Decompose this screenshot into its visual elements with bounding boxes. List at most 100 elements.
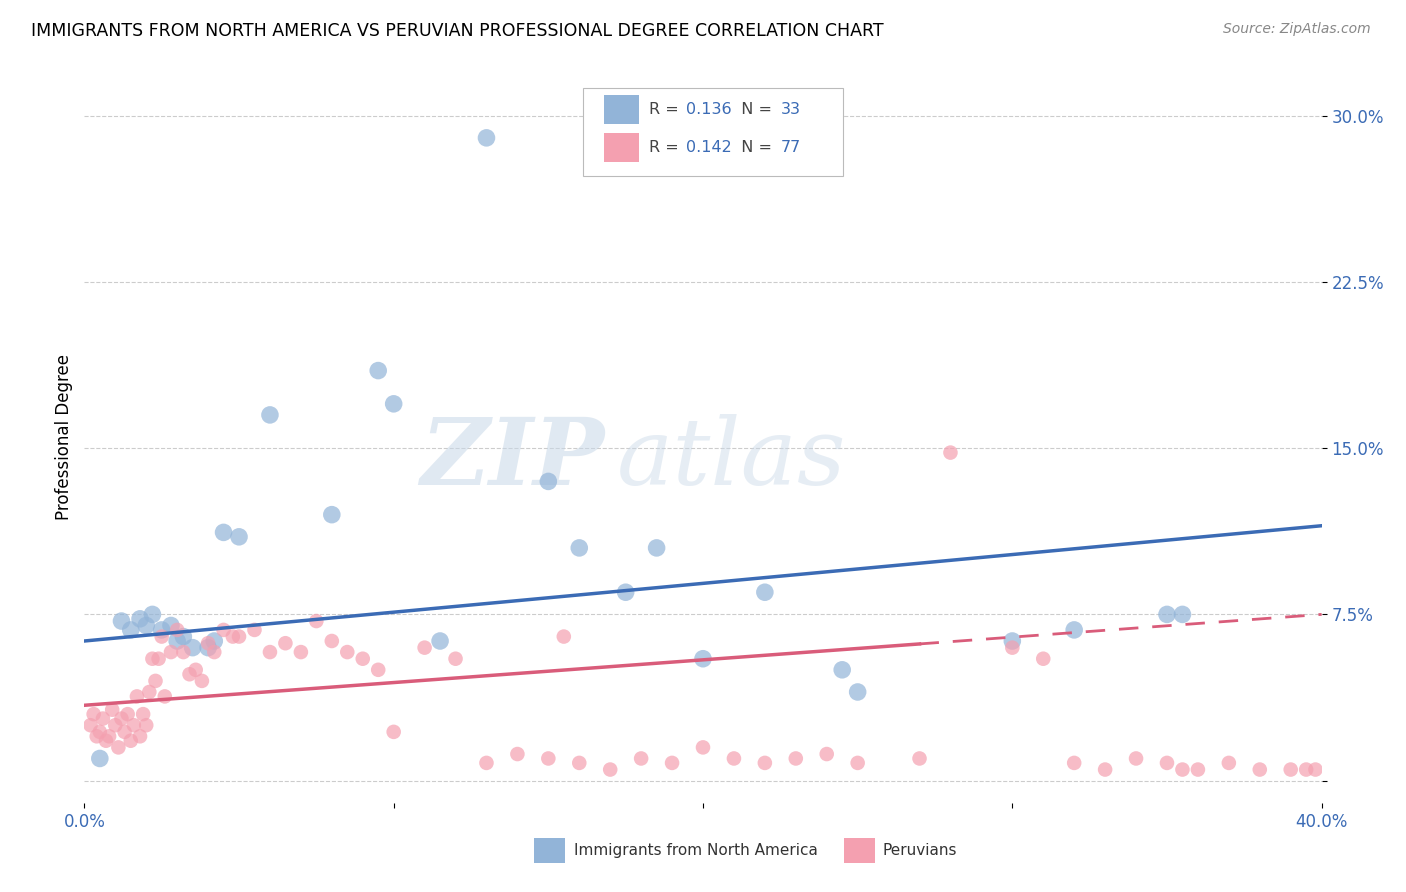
Point bbox=[89, 724, 111, 739]
Point bbox=[1094, 763, 1116, 777]
Point bbox=[846, 756, 869, 770]
Point bbox=[1295, 763, 1317, 777]
Point bbox=[110, 712, 132, 726]
Text: Peruvians: Peruvians bbox=[883, 843, 957, 857]
Point bbox=[908, 751, 931, 765]
Point bbox=[723, 751, 745, 765]
Point bbox=[228, 630, 250, 644]
Point bbox=[202, 634, 225, 648]
Point bbox=[1279, 763, 1302, 777]
Point bbox=[212, 525, 235, 540]
Point bbox=[1063, 623, 1085, 637]
Point bbox=[122, 718, 145, 732]
Point bbox=[135, 618, 157, 632]
Point bbox=[212, 623, 235, 637]
Text: R =: R = bbox=[648, 102, 683, 117]
Point bbox=[692, 651, 714, 665]
Text: R =: R = bbox=[648, 140, 683, 155]
Point bbox=[1156, 756, 1178, 770]
Y-axis label: Professional Degree: Professional Degree bbox=[55, 354, 73, 520]
Point bbox=[692, 740, 714, 755]
Point bbox=[321, 634, 343, 648]
Point bbox=[413, 640, 436, 655]
Text: Immigrants from North America: Immigrants from North America bbox=[574, 843, 817, 857]
Text: N =: N = bbox=[731, 102, 778, 117]
Point bbox=[1001, 640, 1024, 655]
Point bbox=[553, 630, 575, 644]
Point bbox=[138, 685, 160, 699]
Text: IMMIGRANTS FROM NORTH AMERICA VS PERUVIAN PROFESSIONAL DEGREE CORRELATION CHART: IMMIGRANTS FROM NORTH AMERICA VS PERUVIA… bbox=[31, 22, 883, 40]
Point bbox=[228, 530, 250, 544]
Point bbox=[86, 729, 108, 743]
Point bbox=[259, 408, 281, 422]
Point bbox=[135, 718, 157, 732]
Point bbox=[104, 718, 127, 732]
Point bbox=[98, 729, 121, 743]
Point bbox=[382, 724, 405, 739]
Point bbox=[101, 703, 124, 717]
Bar bbox=[605, 95, 638, 124]
Point bbox=[120, 623, 142, 637]
Point bbox=[630, 751, 652, 765]
Point bbox=[475, 756, 498, 770]
Point bbox=[222, 630, 245, 644]
Point bbox=[506, 747, 529, 761]
Point bbox=[367, 363, 389, 377]
Point bbox=[114, 724, 136, 739]
Point bbox=[148, 651, 170, 665]
Text: ZIP: ZIP bbox=[420, 414, 605, 504]
Point bbox=[568, 541, 591, 555]
Point bbox=[754, 756, 776, 770]
Point bbox=[141, 607, 163, 622]
Text: Source: ZipAtlas.com: Source: ZipAtlas.com bbox=[1223, 22, 1371, 37]
Text: 77: 77 bbox=[780, 140, 801, 155]
Point bbox=[132, 707, 155, 722]
Point bbox=[537, 751, 560, 765]
Point bbox=[150, 630, 173, 644]
Point bbox=[153, 690, 176, 704]
Point bbox=[120, 733, 142, 747]
Point bbox=[305, 614, 328, 628]
Point bbox=[141, 651, 163, 665]
Point bbox=[290, 645, 312, 659]
Point bbox=[129, 729, 152, 743]
Point bbox=[202, 645, 225, 659]
Point bbox=[537, 475, 560, 489]
Text: 0.136: 0.136 bbox=[686, 102, 731, 117]
Point bbox=[172, 645, 194, 659]
Point bbox=[1171, 607, 1194, 622]
Point bbox=[1305, 763, 1327, 777]
Point bbox=[645, 541, 668, 555]
Point bbox=[1063, 756, 1085, 770]
Point bbox=[336, 645, 359, 659]
Point bbox=[1218, 756, 1240, 770]
Point bbox=[150, 623, 173, 637]
Point bbox=[259, 645, 281, 659]
Point bbox=[179, 667, 201, 681]
Point bbox=[129, 612, 152, 626]
Point bbox=[117, 707, 139, 722]
Point bbox=[1001, 634, 1024, 648]
Point bbox=[107, 740, 129, 755]
Point bbox=[614, 585, 637, 599]
Text: 0.142: 0.142 bbox=[686, 140, 731, 155]
Text: atlas: atlas bbox=[616, 414, 846, 504]
Point bbox=[83, 707, 105, 722]
Text: N =: N = bbox=[731, 140, 778, 155]
Point bbox=[197, 640, 219, 655]
Point bbox=[599, 763, 621, 777]
Point bbox=[1156, 607, 1178, 622]
Bar bbox=[605, 133, 638, 162]
Point bbox=[184, 663, 207, 677]
Point bbox=[166, 634, 188, 648]
Point bbox=[160, 645, 183, 659]
Point bbox=[1032, 651, 1054, 665]
Point bbox=[475, 131, 498, 145]
Point bbox=[1249, 763, 1271, 777]
Point bbox=[197, 636, 219, 650]
Point bbox=[321, 508, 343, 522]
Point bbox=[367, 663, 389, 677]
Point bbox=[831, 663, 853, 677]
Point bbox=[352, 651, 374, 665]
Point bbox=[429, 634, 451, 648]
